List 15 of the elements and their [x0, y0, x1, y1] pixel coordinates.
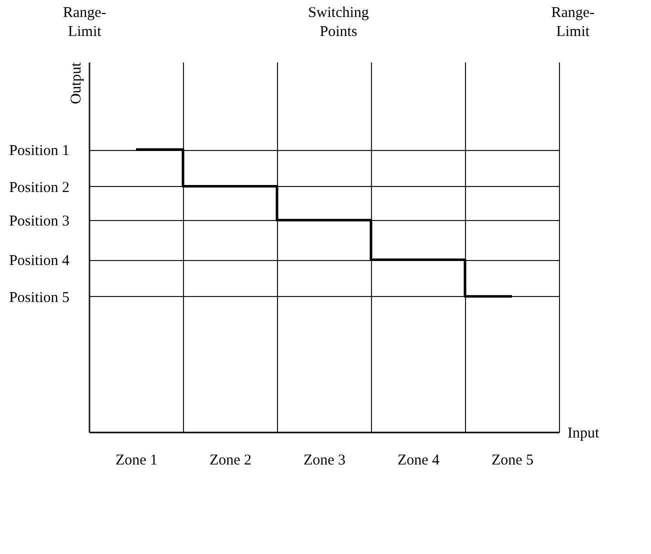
x-tick-label: Zone 2: [209, 452, 252, 468]
text: Range- Limit: [62, 4, 106, 42]
y-axis-title: Output: [68, 62, 84, 104]
x-axis-title: Input: [568, 426, 600, 442]
x-tick-label: Zone 5: [491, 452, 534, 468]
text: Position 4: [9, 253, 70, 270]
x-tick-label: Zone 3: [303, 452, 346, 468]
text: Position 3: [9, 214, 70, 230]
text: Switching Points: [308, 4, 369, 42]
text: Range- Limit: [551, 4, 595, 42]
x-tick-label: Zone 4: [397, 452, 440, 468]
x-tick-label: Zone 1: [115, 452, 158, 468]
text: Position 2: [9, 180, 70, 196]
text: Position 1: [9, 143, 70, 160]
text: Position 5: [9, 290, 70, 306]
